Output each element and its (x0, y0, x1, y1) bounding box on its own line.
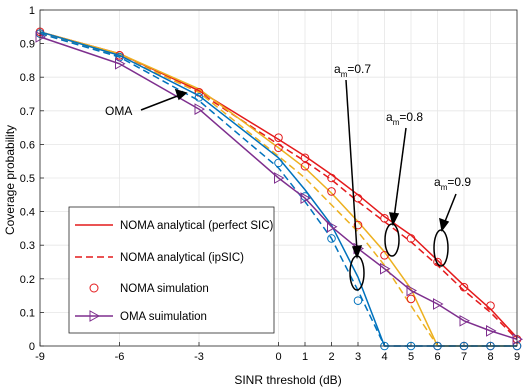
legend: NOMA analytical (perfect SIC) NOMA analy… (68, 206, 275, 334)
data-point-triangle (327, 220, 338, 233)
y-tick-label: 0.3 (20, 240, 35, 252)
x-tick-label: 8 (487, 351, 493, 363)
data-point-circle (274, 133, 283, 142)
legend-label-oma-sim: OMA suimulation (120, 311, 207, 323)
x-tick-label: -9 (35, 351, 45, 363)
data-point-circle (300, 153, 310, 163)
arrow-oma (140, 88, 188, 111)
series-line (39, 32, 517, 347)
data-point-circle (459, 282, 469, 292)
data-point-triangle (486, 325, 497, 337)
y-tick-label: 1 (29, 5, 35, 17)
data-point-circle (433, 257, 442, 267)
plot-frame (39, 9, 518, 347)
data-point-circle (274, 143, 283, 153)
data-point-triangle (459, 314, 471, 327)
arrow-am-0.9 (439, 193, 457, 232)
data-point-circle (327, 173, 336, 183)
x-tick-label: -6 (115, 351, 125, 363)
x-tick-label: 9 (514, 351, 520, 363)
y-tick-label: 0.2 (20, 274, 35, 286)
data-point-triangle (35, 31, 47, 43)
data-point-circle (406, 234, 416, 243)
data-point-circle (300, 161, 310, 171)
x-tick-label: -3 (194, 351, 204, 363)
legend-swatch-noma-sim (89, 283, 99, 293)
x-tick-label: 0 (275, 351, 281, 363)
y-tick-label: 0.9 (20, 39, 35, 51)
data-point-circle (194, 93, 204, 102)
data-point-triangle (300, 192, 312, 205)
data-point-triangle (433, 298, 444, 310)
ellipse-am-0.8 (384, 223, 400, 257)
x-tick-label: 4 (381, 351, 387, 363)
y-tick-label: 0.6 (20, 139, 35, 151)
arrow-am-0.8 (388, 127, 407, 227)
y-tick-label: 0.8 (20, 72, 35, 84)
data-point-circle (327, 187, 336, 196)
y-tick-label: 0.5 (20, 173, 35, 185)
y-tick-label: 0 (29, 341, 35, 353)
data-point-triangle (194, 103, 206, 115)
data-point-triangle (512, 333, 524, 346)
legend-label-perfect-sic: NOMA analytical (perfect SIC) (120, 220, 274, 232)
data-point-triangle (406, 284, 418, 297)
data-point-circle (406, 294, 416, 304)
data-point-circle (486, 301, 495, 310)
data-point-circle (380, 250, 389, 260)
x-tick-label: 5 (408, 351, 414, 363)
series-am0.8-dashed (39, 32, 517, 347)
x-tick-label: 2 (328, 351, 334, 363)
data-point-circle (327, 234, 336, 243)
y-tick-label: 0.4 (20, 207, 35, 219)
annotation-oma: OMA (105, 104, 132, 118)
legend-label-ipsic: NOMA analytical (ipSIC) (120, 252, 244, 264)
data-point-triangle (274, 172, 285, 184)
axis-ticks: -9 -6 -3 0 1 2 3 4 5 6 7 8 9 0 0.1 0.2 0.3 0.4 0.5 0.6 0.7 0.… (20, 5, 520, 363)
arrow-am-0.7 (345, 79, 363, 260)
data-point-circle (353, 296, 363, 305)
data-point-circle (274, 158, 283, 168)
ellipse-am-0.9 (433, 229, 449, 267)
data-point-circle (353, 220, 363, 230)
legend-label-noma-sim: NOMA simulation (120, 283, 209, 295)
x-axis-label: SINR threshold (dB) (234, 373, 341, 387)
annotations: am=0.7 am=0.8 am=0.9 OMA (105, 62, 471, 291)
data-point-triangle (380, 262, 391, 275)
x-tick-label: 3 (355, 351, 361, 363)
legend-swatch-oma-marker (89, 310, 101, 322)
x-tick-label: 7 (461, 351, 467, 363)
legend-box (68, 206, 275, 334)
y-axis-label: Coverage probability (3, 125, 17, 235)
x-tick-label: 1 (302, 351, 308, 363)
data-point-triangle (115, 57, 126, 70)
y-tick-label: 0.7 (20, 106, 35, 118)
annotation-am-0.7: am=0.7 (334, 62, 371, 79)
data-point-circle (380, 214, 389, 223)
annotation-am-0.8: am=0.8 (386, 110, 423, 127)
annotation-am-0.9: am=0.9 (434, 175, 471, 192)
y-tick-label: 0.1 (20, 307, 35, 319)
x-tick-label: 6 (434, 351, 440, 363)
